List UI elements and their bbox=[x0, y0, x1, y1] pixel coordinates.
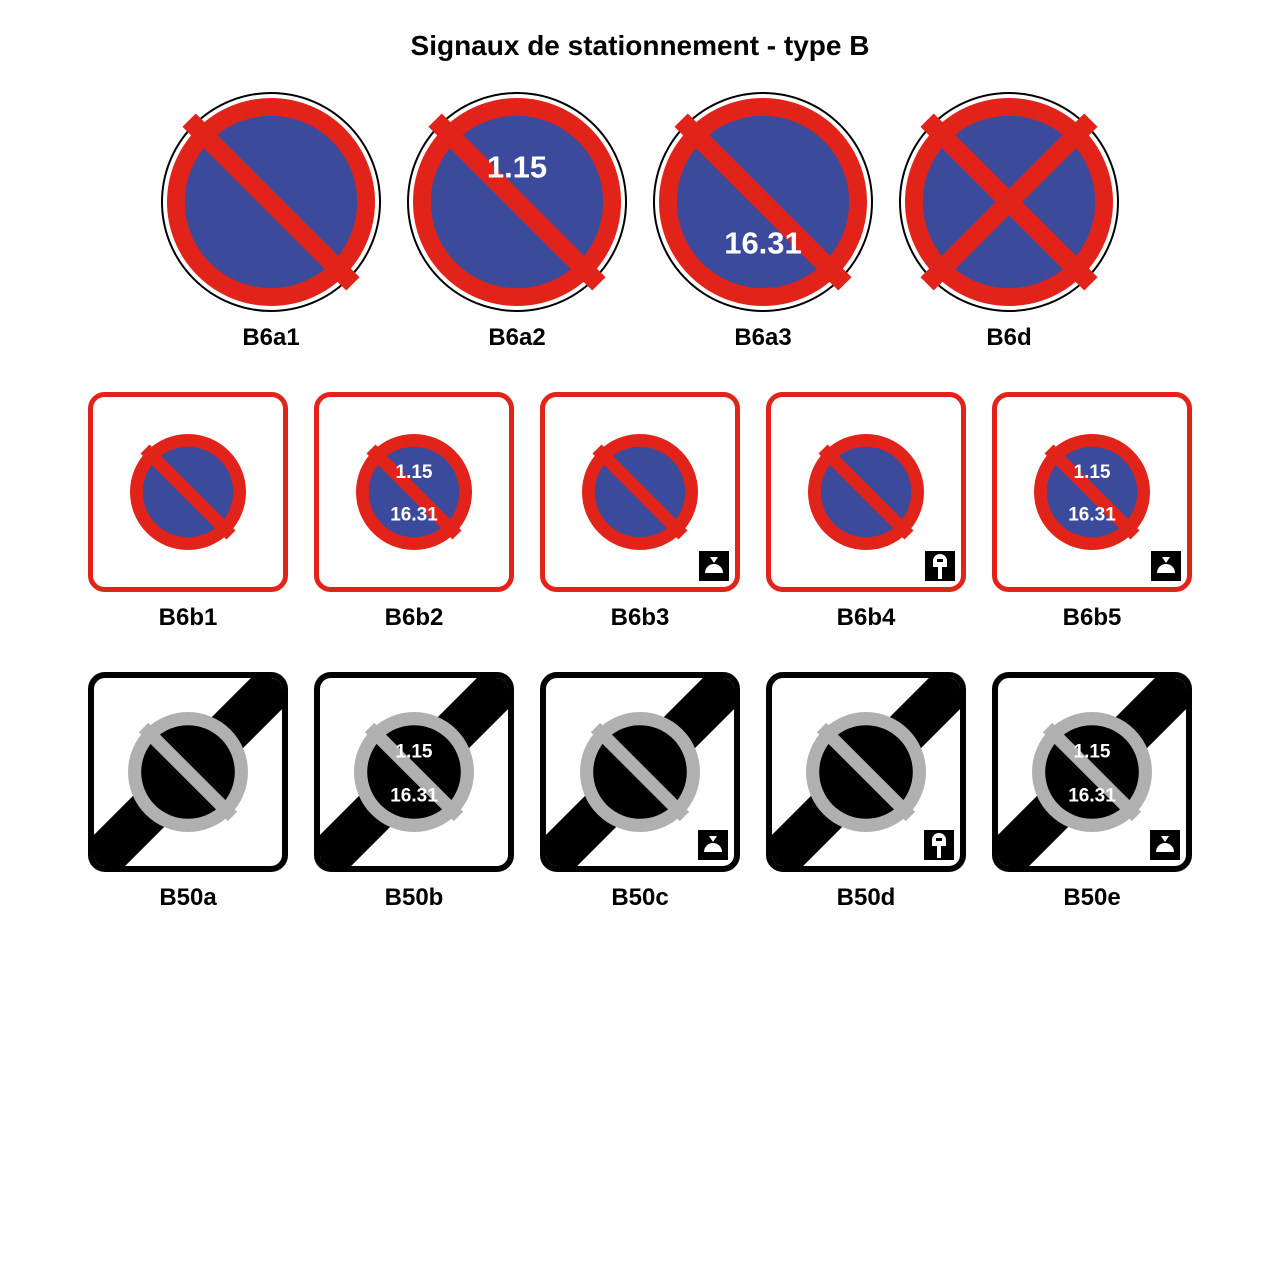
item-B6b2: 1.15 16.31 B6b2 bbox=[314, 392, 514, 662]
sign-top-text: 1.15 bbox=[396, 462, 433, 483]
sign-B6b4 bbox=[766, 392, 966, 592]
label-B50b: B50b bbox=[385, 884, 444, 912]
label-B6b4: B6b4 bbox=[837, 604, 896, 632]
sign-B6b3 bbox=[540, 392, 740, 592]
sign-B6d bbox=[899, 92, 1119, 312]
label-B6b1: B6b1 bbox=[159, 604, 218, 632]
sign-bottom-text: 16.31 bbox=[1068, 785, 1116, 806]
row-3: B50a 1.15 16.31 B50b bbox=[60, 672, 1220, 942]
sign-B6b5: 1.15 16.31 bbox=[992, 392, 1192, 592]
label-B6a2: B6a2 bbox=[488, 324, 545, 352]
page: Signaux de stationnement - type B B6a1 1… bbox=[0, 0, 1280, 1280]
item-B6b5: 1.15 16.31 B6b5 bbox=[992, 392, 1192, 662]
item-B6a2: 1.15 B6a2 bbox=[407, 92, 627, 382]
sign-top-text: 1.15 bbox=[1074, 462, 1111, 483]
sign-B6b1 bbox=[88, 392, 288, 592]
sign-B50d bbox=[766, 672, 966, 872]
label-B50e: B50e bbox=[1063, 884, 1120, 912]
label-B50c: B50c bbox=[611, 884, 668, 912]
item-B50a: B50a bbox=[88, 672, 288, 942]
page-title: Signaux de stationnement - type B bbox=[60, 30, 1220, 62]
item-B50d: B50d bbox=[766, 672, 966, 942]
item-B6d: B6d bbox=[899, 92, 1119, 382]
sign-B6a2: 1.15 bbox=[407, 92, 627, 312]
sign-top-text: 1.15 bbox=[487, 149, 547, 184]
item-B6b4: B6b4 bbox=[766, 392, 966, 662]
item-B50e: 1.15 16.31 B50e bbox=[992, 672, 1192, 942]
sign-bottom-text: 16.31 bbox=[390, 505, 438, 526]
sign-top-text: 1.15 bbox=[1074, 741, 1111, 762]
sign-B6a3: 16.31 bbox=[653, 92, 873, 312]
item-B6a1: B6a1 bbox=[161, 92, 381, 382]
label-B6b3: B6b3 bbox=[611, 604, 670, 632]
row-1: B6a1 1.15 B6a2 16.31 B6a3 bbox=[60, 92, 1220, 382]
label-B6b2: B6b2 bbox=[385, 604, 444, 632]
sign-top-text: 1.15 bbox=[396, 741, 433, 762]
label-B6a3: B6a3 bbox=[734, 324, 791, 352]
item-B6b1: B6b1 bbox=[88, 392, 288, 662]
label-B6b5: B6b5 bbox=[1063, 604, 1122, 632]
label-B50a: B50a bbox=[159, 884, 216, 912]
sign-bottom-text: 16.31 bbox=[390, 785, 438, 806]
label-B6d: B6d bbox=[986, 324, 1031, 352]
item-B6b3: B6b3 bbox=[540, 392, 740, 662]
label-B50d: B50d bbox=[837, 884, 896, 912]
item-B50b: 1.15 16.31 B50b bbox=[314, 672, 514, 942]
item-B6a3: 16.31 B6a3 bbox=[653, 92, 873, 382]
row-2: B6b1 1.15 16.31 B6b2 B bbox=[60, 392, 1220, 662]
sign-bottom-text: 16.31 bbox=[1068, 505, 1116, 526]
label-B6a1: B6a1 bbox=[242, 324, 299, 352]
sign-B50e: 1.15 16.31 bbox=[992, 672, 1192, 872]
sign-B50c bbox=[540, 672, 740, 872]
sign-B6a1 bbox=[161, 92, 381, 312]
sign-B50a bbox=[88, 672, 288, 872]
item-B50c: B50c bbox=[540, 672, 740, 942]
sign-B50b: 1.15 16.31 bbox=[314, 672, 514, 872]
sign-bottom-text: 16.31 bbox=[724, 225, 802, 260]
sign-B6b2: 1.15 16.31 bbox=[314, 392, 514, 592]
